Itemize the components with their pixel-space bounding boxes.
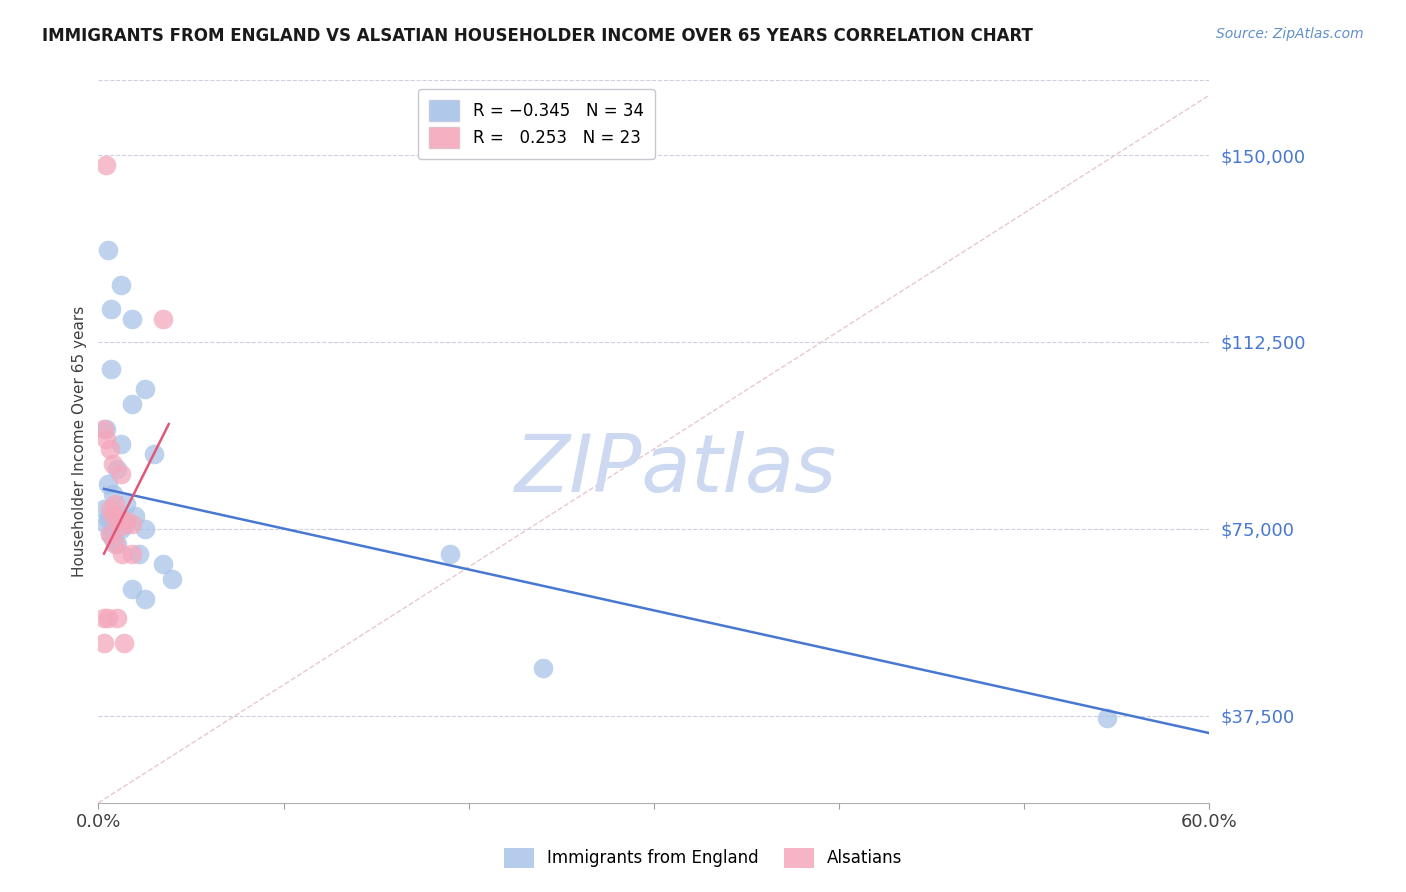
- Y-axis label: Householder Income Over 65 years: Householder Income Over 65 years: [72, 306, 87, 577]
- Text: IMMIGRANTS FROM ENGLAND VS ALSATIAN HOUSEHOLDER INCOME OVER 65 YEARS CORRELATION: IMMIGRANTS FROM ENGLAND VS ALSATIAN HOUS…: [42, 27, 1033, 45]
- Point: [115, 516, 138, 531]
- Point: [121, 516, 143, 531]
- Point: [103, 457, 125, 471]
- Point: [128, 547, 150, 561]
- Point: [134, 591, 156, 606]
- Point: [162, 572, 184, 586]
- Point: [110, 277, 132, 292]
- Point: [93, 501, 115, 516]
- Point: [121, 312, 143, 326]
- Point: [97, 611, 120, 625]
- Point: [105, 611, 128, 625]
- Point: [100, 514, 122, 528]
- Point: [94, 158, 117, 172]
- Point: [107, 512, 129, 526]
- Point: [110, 467, 132, 481]
- Point: [104, 497, 127, 511]
- Point: [93, 422, 115, 436]
- Point: [97, 243, 120, 257]
- Point: [152, 557, 174, 571]
- Point: [152, 312, 174, 326]
- Point: [439, 547, 461, 561]
- Point: [115, 497, 138, 511]
- Point: [110, 437, 132, 451]
- Point: [121, 547, 143, 561]
- Point: [112, 636, 135, 650]
- Point: [104, 537, 127, 551]
- Point: [98, 526, 121, 541]
- Point: [531, 661, 554, 675]
- Point: [103, 532, 125, 546]
- Point: [97, 476, 120, 491]
- Point: [105, 462, 128, 476]
- Point: [94, 432, 117, 446]
- Point: [94, 422, 117, 436]
- Point: [105, 537, 128, 551]
- Point: [98, 501, 121, 516]
- Text: ZIPatlas: ZIPatlas: [515, 432, 837, 509]
- Legend: Immigrants from England, Alsatians: Immigrants from England, Alsatians: [496, 841, 910, 875]
- Point: [134, 382, 156, 396]
- Point: [111, 547, 134, 561]
- Point: [100, 362, 122, 376]
- Point: [121, 397, 143, 411]
- Point: [124, 509, 146, 524]
- Point: [110, 522, 132, 536]
- Point: [98, 442, 121, 456]
- Point: [97, 512, 120, 526]
- Point: [1097, 711, 1119, 725]
- Point: [115, 514, 138, 528]
- Point: [100, 302, 122, 317]
- Legend: R = −0.345   N = 34, R =   0.253   N = 23: R = −0.345 N = 34, R = 0.253 N = 23: [418, 88, 655, 160]
- Point: [105, 507, 128, 521]
- Point: [143, 447, 166, 461]
- Point: [93, 636, 115, 650]
- Point: [121, 582, 143, 596]
- Point: [94, 516, 117, 531]
- Point: [98, 526, 121, 541]
- Point: [110, 519, 132, 533]
- Point: [103, 487, 125, 501]
- Point: [93, 611, 115, 625]
- Point: [134, 522, 156, 536]
- Point: [103, 509, 125, 524]
- Text: Source: ZipAtlas.com: Source: ZipAtlas.com: [1216, 27, 1364, 41]
